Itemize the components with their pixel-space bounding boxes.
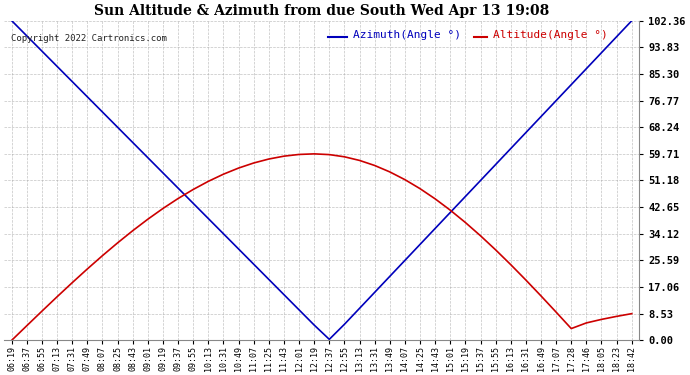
Text: Azimuth(Angle °): Azimuth(Angle °) xyxy=(353,30,462,40)
Title: Sun Altitude & Azimuth from due South Wed Apr 13 19:08: Sun Altitude & Azimuth from due South We… xyxy=(94,4,549,18)
Text: Copyright 2022 Cartronics.com: Copyright 2022 Cartronics.com xyxy=(10,33,166,42)
Text: Altitude(Angle °): Altitude(Angle °) xyxy=(493,30,608,40)
